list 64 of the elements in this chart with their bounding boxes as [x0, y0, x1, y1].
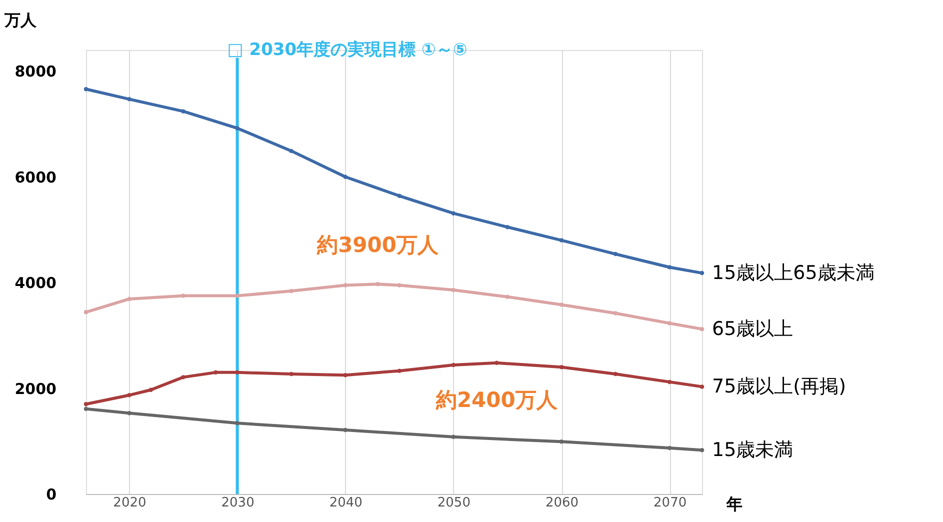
series-label: 65歳以上: [712, 318, 794, 340]
point: [397, 283, 402, 288]
point: [700, 326, 704, 332]
ref-line-label: □ 2030年度の実現目標 ①～⑤: [227, 40, 468, 60]
point: [376, 282, 380, 286]
point: [613, 252, 618, 256]
point: [84, 402, 88, 406]
x-tick-label: 2020: [113, 496, 146, 510]
point: [343, 283, 348, 288]
x-tick-label: 2070: [654, 496, 687, 510]
point: [127, 393, 132, 398]
point: [559, 238, 564, 242]
point: [559, 302, 564, 307]
annotation: 約2400万人: [434, 388, 558, 412]
series-label: 15歳未満: [712, 439, 794, 462]
point: [181, 375, 186, 380]
point: [289, 288, 294, 294]
point: [84, 86, 88, 92]
point: [181, 294, 186, 298]
point: [700, 270, 704, 276]
point: [343, 372, 348, 378]
point: [148, 388, 153, 392]
point: [397, 368, 402, 373]
point: [613, 311, 618, 316]
point: [451, 362, 456, 368]
point: [235, 294, 240, 298]
y-tick-label: 0: [46, 486, 56, 504]
point: [84, 310, 88, 314]
point: [181, 109, 186, 114]
series-label: 15歳以上65歳未満: [712, 262, 874, 284]
point: [451, 211, 456, 216]
point: [613, 372, 618, 376]
point: [451, 288, 456, 292]
y-tick-label: 4000: [14, 274, 56, 292]
point: [343, 428, 348, 432]
point: [505, 224, 510, 230]
y-tick-label: 6000: [14, 168, 56, 186]
point: [397, 194, 402, 198]
x-tick-label: 2050: [437, 496, 470, 510]
x-tick-label: 2060: [545, 496, 579, 510]
point: [127, 296, 132, 302]
point: [235, 421, 240, 426]
point: [667, 380, 672, 384]
point: [289, 148, 294, 154]
y-axis-title: 万人: [4, 10, 38, 30]
x-tick-label: 2030: [221, 496, 254, 510]
point: [235, 370, 240, 375]
x-tick-label: 2040: [329, 496, 362, 510]
point: [84, 406, 88, 412]
point: [667, 446, 672, 450]
x-axis-title: 年: [726, 494, 742, 514]
point: [289, 372, 294, 376]
series-label: 75歳以上(再掲): [712, 376, 846, 398]
point: [127, 97, 132, 102]
point: [343, 174, 348, 179]
point: [700, 384, 704, 389]
point: [235, 126, 240, 130]
point: [494, 360, 499, 366]
point: [127, 411, 132, 416]
y-tick-label: 2000: [14, 380, 56, 398]
y-tick-label: 8000: [14, 62, 56, 81]
point: [667, 265, 672, 270]
point: [214, 370, 218, 375]
annotation: 約3900万人: [316, 233, 440, 258]
